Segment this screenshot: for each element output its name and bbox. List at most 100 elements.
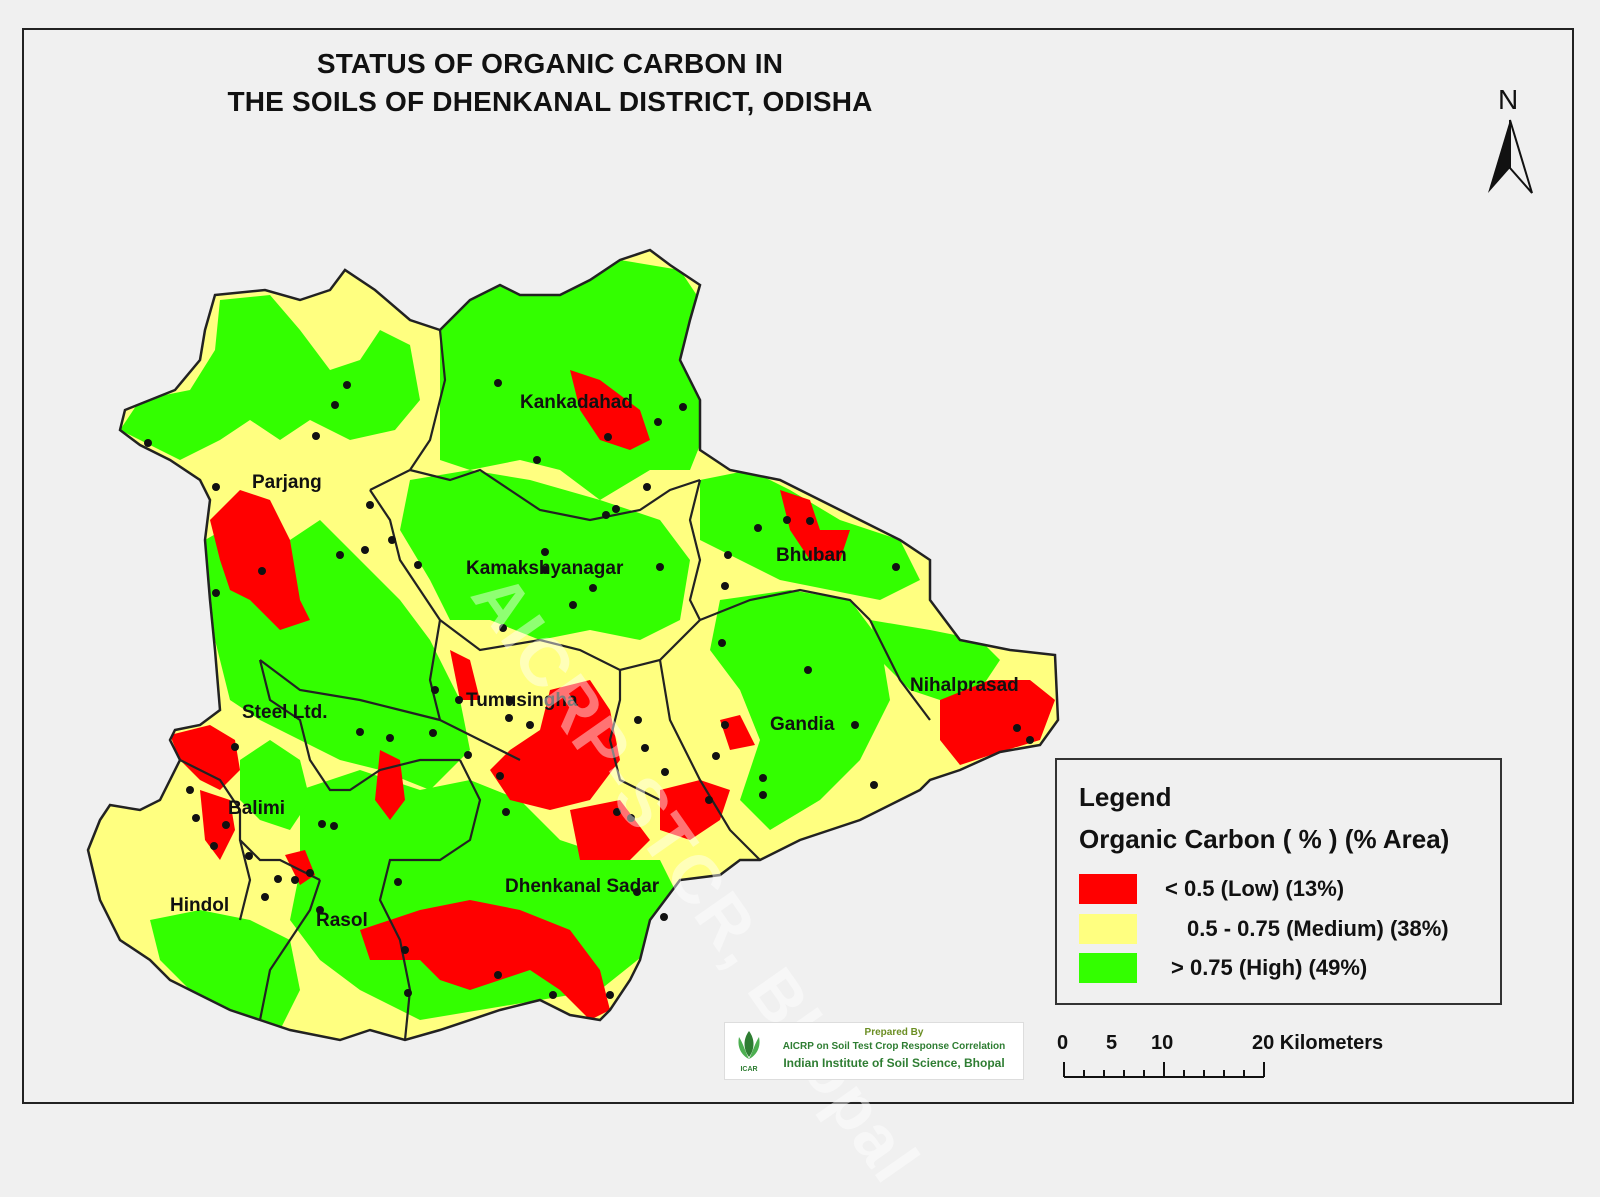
block-boundary: [369, 329, 447, 491]
sample-point: [331, 401, 339, 409]
sample-point: [404, 989, 412, 997]
low-patch-gandia-west: [660, 780, 730, 840]
sample-point: [718, 639, 726, 647]
scale-label-20-kilometers: 20 Kilometers: [1252, 1032, 1384, 1054]
low-patch-rasol-small: [285, 850, 315, 885]
sample-point: [496, 772, 504, 780]
sample-point: [679, 403, 687, 411]
legend-swatch-medium: [1079, 914, 1137, 944]
low-patch-nihalprasad: [940, 680, 1055, 765]
low-patch-south: [360, 900, 610, 1020]
block-boundary: [608, 670, 661, 801]
place-label-hindol: Hindol: [170, 895, 230, 916]
sample-point: [212, 483, 220, 491]
low-patch-balimi: [200, 790, 235, 860]
sample-point: [613, 808, 621, 816]
sample-point: [330, 822, 338, 830]
sample-point: [759, 774, 767, 782]
sample-point: [222, 821, 230, 829]
sample-point: [1026, 736, 1034, 744]
sample-point: [533, 456, 541, 464]
block-boundary: [688, 479, 702, 621]
sample-point: [306, 869, 314, 877]
district-map: [86, 119, 1533, 1078]
block-boundary: [378, 759, 482, 1041]
sample-point: [212, 589, 220, 597]
sample-point: [394, 878, 402, 886]
low-patch-kankadahad: [570, 370, 650, 450]
place-label-dhenkanal-sadar: Dhenkanal Sadar: [505, 876, 660, 897]
sample-point: [464, 751, 472, 759]
place-label-gandia: Gandia: [770, 714, 835, 735]
high-patch-east: [710, 590, 890, 830]
block-boundary: [179, 759, 321, 881]
sample-point: [604, 433, 612, 441]
high-patch-southwest: [150, 910, 300, 1030]
sample-point: [870, 781, 878, 789]
sample-point: [627, 814, 635, 822]
scale-label-10: 10: [1151, 1032, 1174, 1054]
map-title-line-1: STATUS OF ORGANIC CARBON IN: [316, 48, 784, 79]
sample-point: [261, 893, 269, 901]
legend-heading: Legend: [1079, 782, 1172, 812]
north-arrow-icon: [1488, 119, 1533, 194]
sample-point: [401, 946, 409, 954]
sample-point: [654, 418, 662, 426]
sample-point: [526, 721, 534, 729]
sample-point: [356, 728, 364, 736]
sample-point: [541, 548, 549, 556]
block-boundary: [409, 468, 701, 522]
legend-label-medium: 0.5 - 0.75 (Medium) (38%): [1187, 916, 1449, 941]
credit-box: ICAR Prepared By AICRP on Soil Test Crop…: [724, 1022, 1024, 1080]
low-patch-tumusingha: [490, 680, 620, 810]
sample-point: [144, 439, 152, 447]
block-boundary: [658, 659, 761, 861]
sample-point: [783, 516, 791, 524]
sample-point: [602, 511, 610, 519]
sample-point: [502, 808, 510, 816]
legend-swatch-low: [1079, 874, 1137, 904]
sample-point: [505, 714, 513, 722]
sample-point: [804, 666, 812, 674]
sample-point: [455, 696, 463, 704]
scale-label-0: 0: [1057, 1032, 1069, 1054]
sample-point: [291, 876, 299, 884]
sample-point: [429, 729, 437, 737]
sample-point: [316, 906, 324, 914]
legend-subheading: Organic Carbon ( % ) (% Area): [1079, 824, 1450, 854]
sample-point: [569, 601, 577, 609]
sample-point: [1013, 724, 1021, 732]
north-label: N: [1498, 84, 1519, 115]
sample-point: [851, 721, 859, 729]
low-patch-bhuban: [780, 490, 850, 560]
block-boundary: [258, 659, 460, 792]
block-boundary: [869, 619, 931, 721]
sample-point: [499, 624, 507, 632]
sample-point: [431, 686, 439, 694]
sample-point: [336, 551, 344, 559]
sample-point: [892, 563, 900, 571]
sample-point: [494, 971, 502, 979]
sample-point: [312, 432, 320, 440]
sample-point: [361, 546, 369, 554]
sample-point: [414, 561, 422, 569]
sample-point: [258, 567, 266, 575]
place-label-bhuban: Bhuban: [776, 545, 847, 566]
low-patch-west-tumusingha: [450, 650, 480, 700]
place-label-rasol: Rasol: [316, 910, 368, 931]
legend-label-low: < 0.5 (Low) (13%): [1165, 876, 1345, 901]
place-label-kamakshyanagar: Kamakshyanagar: [466, 558, 624, 579]
sample-point: [274, 875, 282, 883]
icar-logo-icon: ICAR: [738, 1031, 760, 1073]
sample-point: [366, 501, 374, 509]
sample-point: [210, 842, 218, 850]
low-patch-steel-center: [375, 750, 405, 820]
sample-point: [318, 820, 326, 828]
sample-point: [612, 505, 620, 513]
sample-point: [759, 791, 767, 799]
sample-point: [192, 814, 200, 822]
sample-point: [641, 744, 649, 752]
place-label-kankadahad: Kankadahad: [520, 392, 633, 413]
sample-point: [806, 517, 814, 525]
sample-point: [721, 721, 729, 729]
